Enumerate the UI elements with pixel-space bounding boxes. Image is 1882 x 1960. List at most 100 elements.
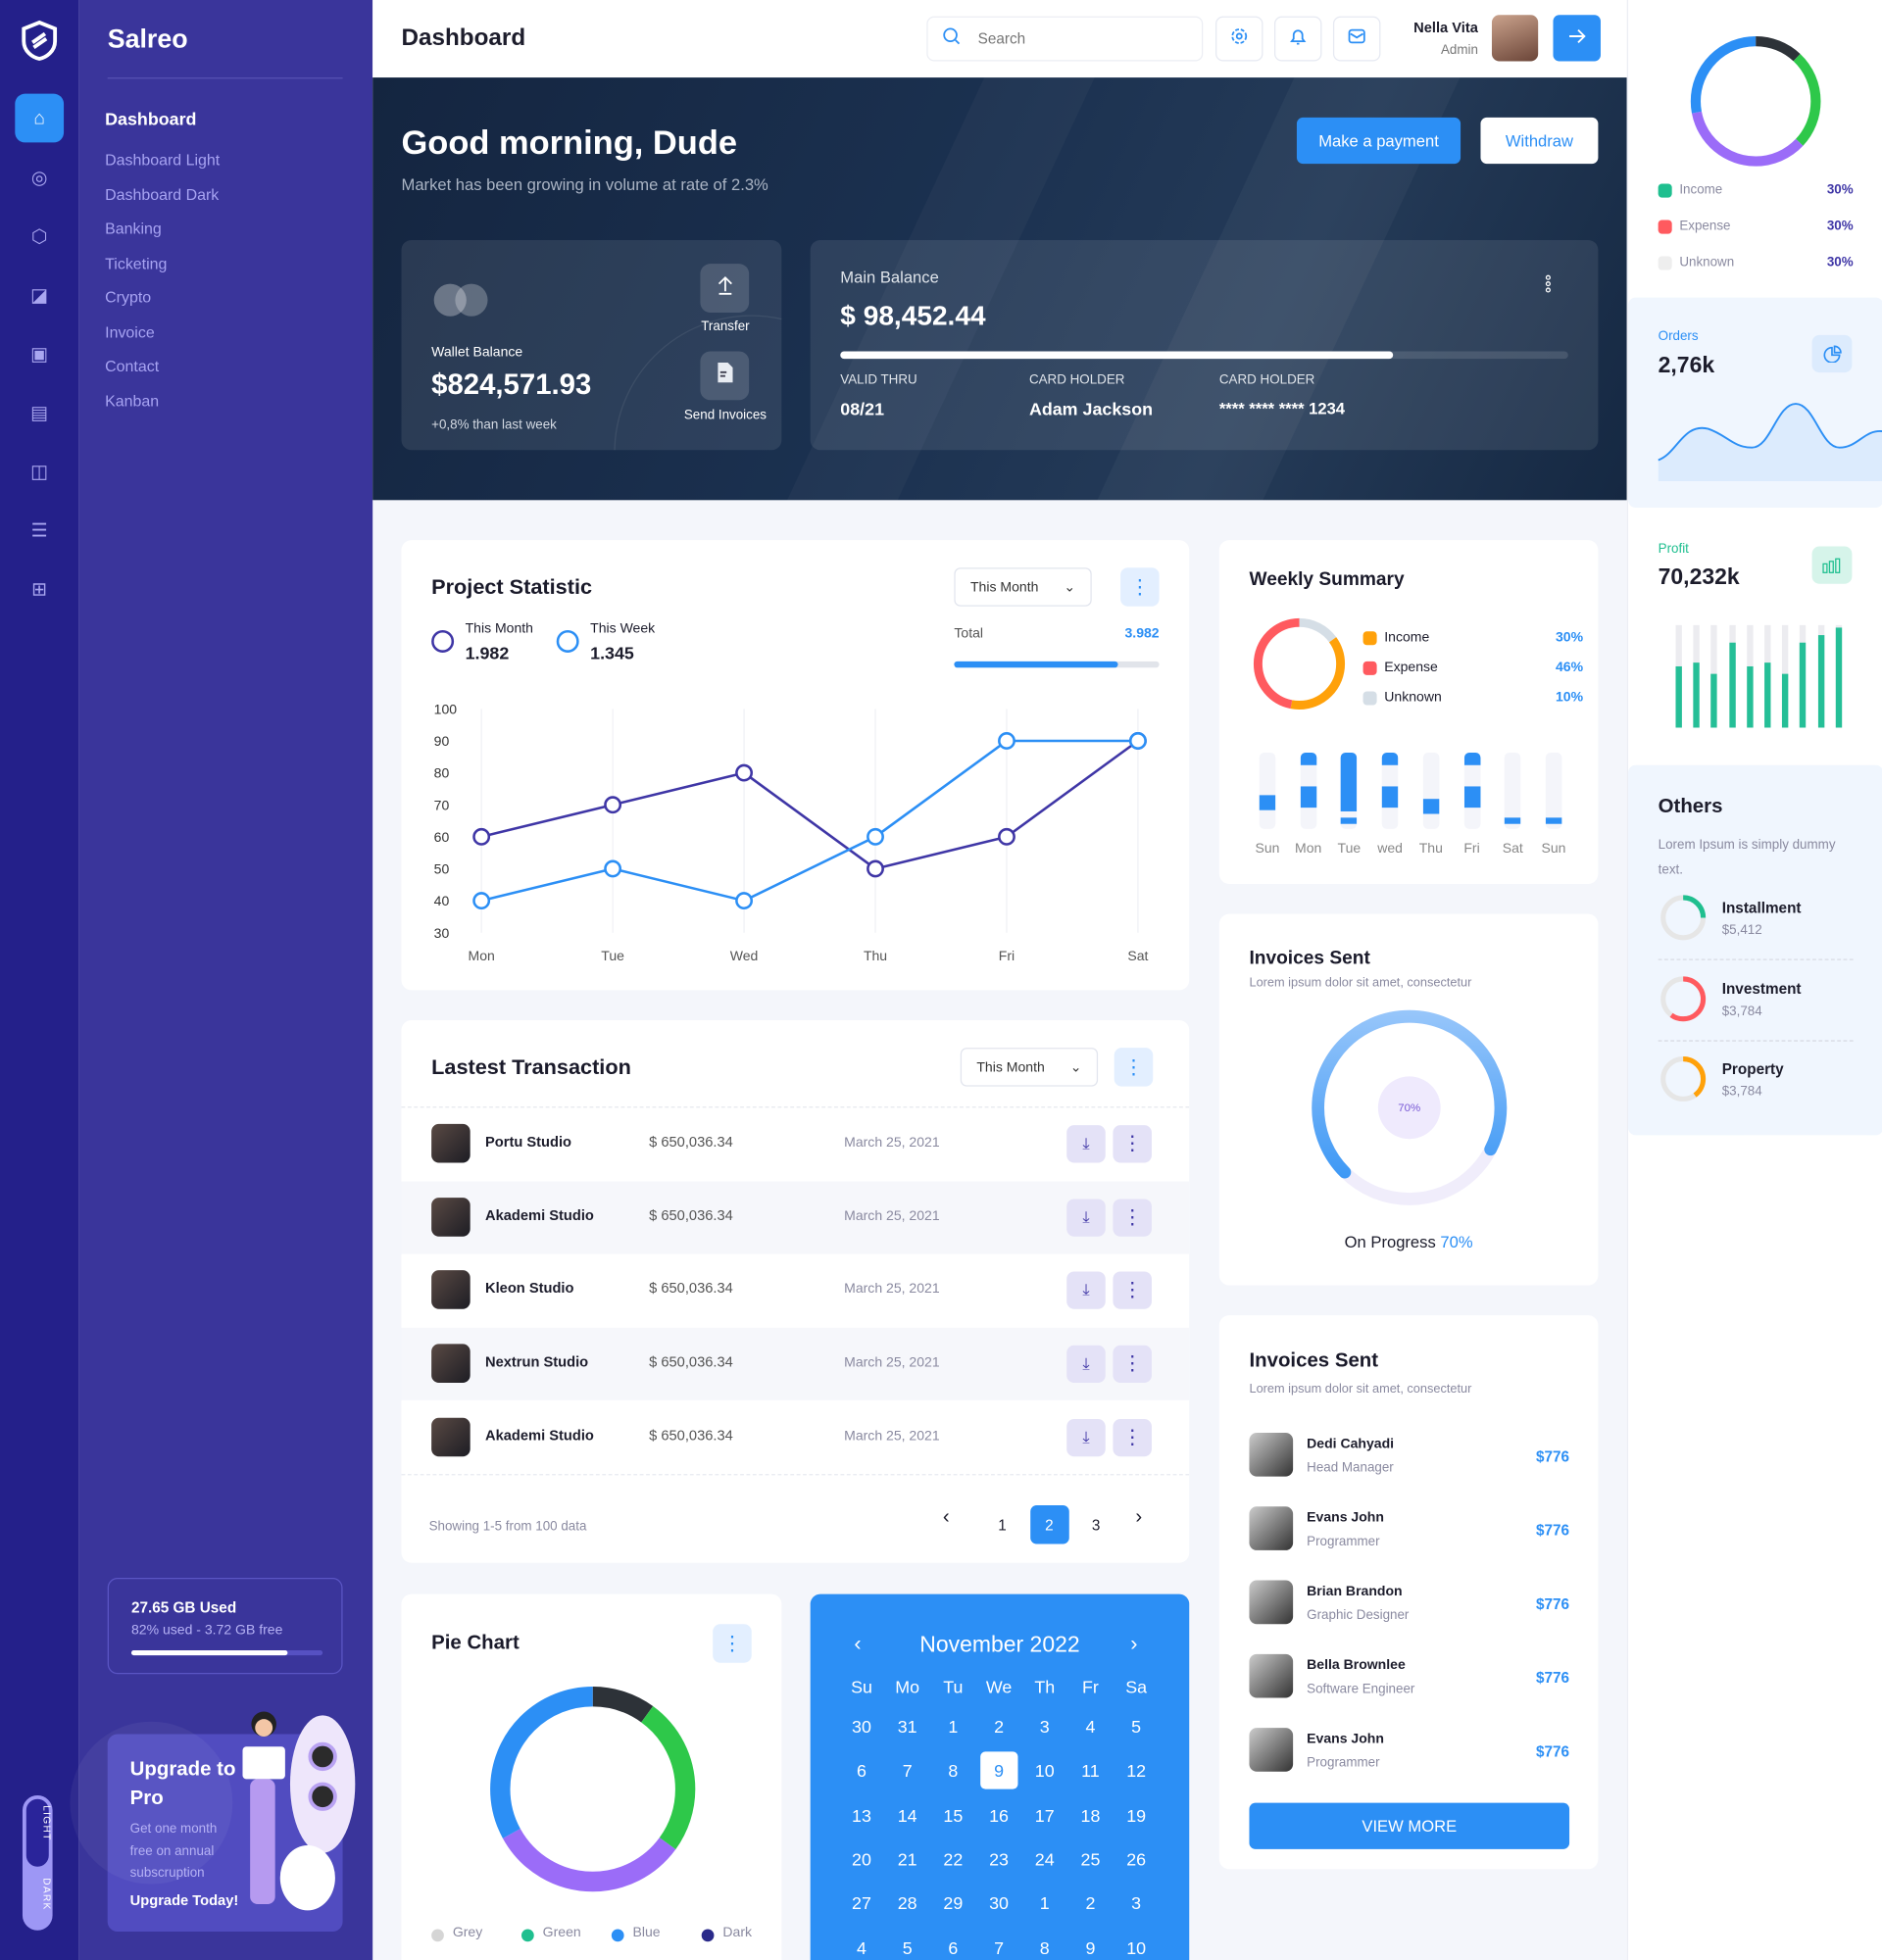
rail-item[interactable]: ▣ — [15, 329, 64, 378]
calendar-day[interactable]: 4 — [1085, 1716, 1096, 1738]
calendar-day[interactable]: 15 — [943, 1804, 964, 1826]
table-row[interactable]: Portu Studio $ 650,036.34 March 25, 2021 ⤓ ⋮ — [402, 1107, 1190, 1180]
row-more-button[interactable]: ⋮ — [1113, 1271, 1152, 1310]
calendar-day[interactable]: 23 — [989, 1848, 1009, 1870]
download-button[interactable]: ⤓ — [1066, 1418, 1106, 1456]
sidebar-item[interactable]: Dashboard Dark — [105, 185, 220, 204]
calendar-prev-button[interactable]: ‹ — [854, 1631, 862, 1656]
calendar-day[interactable]: 30 — [989, 1892, 1009, 1914]
download-button[interactable]: ⤓ — [1066, 1199, 1106, 1237]
calendar-day[interactable]: 9 — [979, 1751, 1018, 1789]
calendar-day[interactable]: 14 — [897, 1804, 917, 1826]
sidebar-item[interactable]: Dashboard Light — [105, 151, 221, 170]
calendar-day[interactable]: 19 — [1126, 1804, 1147, 1826]
more-vertical-icon[interactable] — [1545, 273, 1553, 300]
rail-item[interactable]: ▤ — [15, 387, 64, 436]
calendar-day[interactable]: 4 — [857, 1936, 867, 1958]
calendar-day[interactable]: 24 — [1034, 1848, 1055, 1870]
transactions-filter-select[interactable]: This Month ⌄ — [960, 1048, 1099, 1087]
calendar-day[interactable]: 28 — [897, 1892, 917, 1914]
calendar-day[interactable]: 9 — [1085, 1936, 1096, 1958]
next-page-button[interactable]: › — [1135, 1506, 1143, 1528]
calendar-day[interactable]: 12 — [1126, 1760, 1147, 1782]
calendar-day[interactable]: 25 — [1080, 1848, 1101, 1870]
rail-item[interactable]: ◪ — [15, 270, 64, 319]
calendar-day[interactable]: 31 — [897, 1716, 917, 1738]
calendar-day[interactable]: 3 — [1131, 1892, 1142, 1914]
pie-more-button[interactable]: ⋮ — [713, 1624, 752, 1663]
download-button[interactable]: ⤓ — [1066, 1345, 1106, 1384]
calendar-next-button[interactable]: › — [1130, 1631, 1138, 1656]
download-button[interactable]: ⤓ — [1066, 1271, 1106, 1310]
prev-page-button[interactable]: ‹ — [942, 1506, 950, 1528]
calendar-day[interactable]: 16 — [989, 1804, 1009, 1826]
upgrade-cta[interactable]: Upgrade Today! — [129, 1893, 239, 1910]
calendar-day[interactable]: 21 — [897, 1848, 917, 1870]
calendar-day[interactable]: 27 — [852, 1892, 871, 1914]
sidebar-heading-dashboard[interactable]: Dashboard — [105, 108, 197, 129]
table-row[interactable]: Nextrun Studio $ 650,036.34 March 25, 2021… — [401, 1327, 1190, 1400]
row-more-button[interactable]: ⋮ — [1113, 1125, 1152, 1163]
sidebar-item[interactable]: Banking — [105, 220, 162, 238]
send-invoices-button[interactable] — [700, 351, 750, 401]
rail-item[interactable]: ☰ — [15, 505, 64, 554]
calendar-day[interactable]: 11 — [1081, 1760, 1100, 1782]
sidebar-item[interactable]: Invoice — [105, 322, 155, 341]
sidebar-item[interactable]: Contact — [105, 357, 160, 375]
calendar-day[interactable]: 2 — [1085, 1892, 1096, 1914]
transactions-more-button[interactable]: ⋮ — [1114, 1048, 1154, 1087]
calendar-day[interactable]: 22 — [943, 1848, 964, 1870]
user-avatar[interactable] — [1491, 15, 1539, 62]
sidebar-item[interactable]: Ticketing — [105, 254, 168, 272]
view-more-button[interactable]: VIEW MORE — [1249, 1802, 1570, 1849]
logout-button[interactable] — [1553, 15, 1601, 62]
row-more-button[interactable]: ⋮ — [1113, 1418, 1152, 1456]
settings-button[interactable] — [1215, 16, 1263, 62]
calendar-day[interactable]: 3 — [1039, 1716, 1050, 1738]
rail-item[interactable]: ◫ — [15, 446, 64, 495]
theme-toggle[interactable]: LIGHT DARK — [22, 1794, 53, 1931]
page-button[interactable]: 2 — [1029, 1505, 1069, 1544]
calendar-day[interactable]: 6 — [857, 1760, 867, 1782]
calendar-day[interactable]: 10 — [1126, 1936, 1147, 1958]
rail-item[interactable]: ◎ — [15, 153, 64, 202]
search-input[interactable] — [977, 29, 1178, 48]
calendar-day[interactable]: 6 — [948, 1936, 959, 1958]
notifications-button[interactable] — [1273, 16, 1322, 62]
row-more-button[interactable]: ⋮ — [1113, 1199, 1152, 1237]
calendar-day[interactable]: 10 — [1034, 1760, 1055, 1782]
calendar-day[interactable]: 5 — [902, 1936, 913, 1958]
sidebar-item[interactable]: Crypto — [105, 288, 152, 307]
calendar-day[interactable]: 1 — [1039, 1892, 1050, 1914]
table-row[interactable]: Kleon Studio $ 650,036.34 March 25, 2021 ⤓ ⋮ — [402, 1254, 1190, 1327]
row-more-button[interactable]: ⋮ — [1113, 1345, 1152, 1384]
project-more-button[interactable]: ⋮ — [1120, 567, 1160, 607]
calendar-day[interactable]: 1 — [948, 1716, 959, 1738]
calendar-day[interactable]: 2 — [994, 1716, 1005, 1738]
search-box[interactable] — [926, 16, 1204, 62]
table-row[interactable]: Akademi Studio $ 650,036.34 March 25, 2021… — [401, 1181, 1190, 1254]
withdraw-button[interactable]: Withdraw — [1480, 117, 1599, 165]
calendar-day[interactable]: 29 — [943, 1892, 964, 1914]
rail-item[interactable]: ⌂ — [15, 93, 65, 143]
calendar-day[interactable]: 8 — [948, 1760, 959, 1782]
calendar-day[interactable]: 18 — [1080, 1804, 1101, 1826]
rail-item[interactable]: ⊞ — [15, 564, 64, 612]
calendar-day[interactable]: 20 — [852, 1848, 871, 1870]
project-filter-select[interactable]: This Month ⌄ — [954, 567, 1092, 607]
sidebar-item[interactable]: Kanban — [105, 391, 160, 410]
calendar-day[interactable]: 30 — [852, 1716, 871, 1738]
download-button[interactable]: ⤓ — [1066, 1125, 1106, 1163]
calendar-day[interactable]: 5 — [1131, 1716, 1142, 1738]
rail-item[interactable]: ⬡ — [15, 212, 64, 261]
messages-button[interactable] — [1332, 16, 1381, 62]
upgrade-card[interactable]: Upgrade to Pro Get one month free on ann… — [70, 1711, 356, 1933]
table-row[interactable]: Akademi Studio $ 650,036.34 March 25, 2021… — [402, 1401, 1190, 1474]
calendar-day[interactable]: 26 — [1126, 1848, 1147, 1870]
calendar-day[interactable]: 17 — [1034, 1804, 1055, 1826]
make-payment-button[interactable]: Make a payment — [1296, 117, 1461, 165]
transfer-button[interactable] — [700, 264, 750, 313]
page-button[interactable]: 3 — [1091, 1515, 1101, 1534]
calendar-day[interactable]: 7 — [902, 1760, 913, 1782]
calendar-day[interactable]: 13 — [852, 1804, 871, 1826]
